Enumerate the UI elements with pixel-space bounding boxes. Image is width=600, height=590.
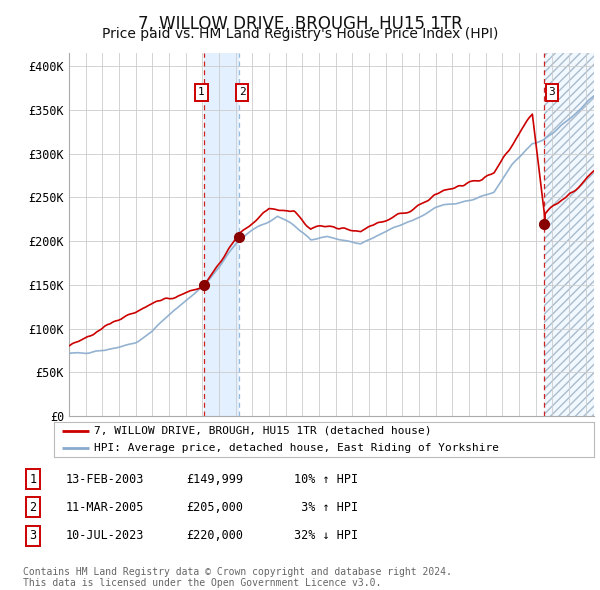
- Text: 3: 3: [29, 529, 37, 542]
- Text: Contains HM Land Registry data © Crown copyright and database right 2024.
This d: Contains HM Land Registry data © Crown c…: [23, 566, 452, 588]
- Text: 13-FEB-2003: 13-FEB-2003: [66, 473, 145, 486]
- Bar: [544, 53, 594, 416]
- Text: 2: 2: [239, 87, 245, 97]
- Text: £205,000: £205,000: [186, 501, 243, 514]
- Text: 2: 2: [29, 501, 37, 514]
- Text: 32% ↓ HPI: 32% ↓ HPI: [294, 529, 358, 542]
- Bar: [205, 53, 239, 416]
- Text: 7, WILLOW DRIVE, BROUGH, HU15 1TR: 7, WILLOW DRIVE, BROUGH, HU15 1TR: [137, 15, 463, 34]
- Text: HPI: Average price, detached house, East Riding of Yorkshire: HPI: Average price, detached house, East…: [95, 444, 499, 453]
- Text: £149,999: £149,999: [186, 473, 243, 486]
- Text: 1: 1: [198, 87, 205, 97]
- Text: 11-MAR-2005: 11-MAR-2005: [66, 501, 145, 514]
- Text: 10% ↑ HPI: 10% ↑ HPI: [294, 473, 358, 486]
- Bar: [544, 53, 594, 416]
- Text: 10-JUL-2023: 10-JUL-2023: [66, 529, 145, 542]
- Text: 3: 3: [548, 87, 556, 97]
- Text: Price paid vs. HM Land Registry's House Price Index (HPI): Price paid vs. HM Land Registry's House …: [102, 27, 498, 41]
- Text: 1: 1: [29, 473, 37, 486]
- Text: 7, WILLOW DRIVE, BROUGH, HU15 1TR (detached house): 7, WILLOW DRIVE, BROUGH, HU15 1TR (detac…: [95, 426, 432, 435]
- Text: 3% ↑ HPI: 3% ↑ HPI: [294, 501, 358, 514]
- Text: £220,000: £220,000: [186, 529, 243, 542]
